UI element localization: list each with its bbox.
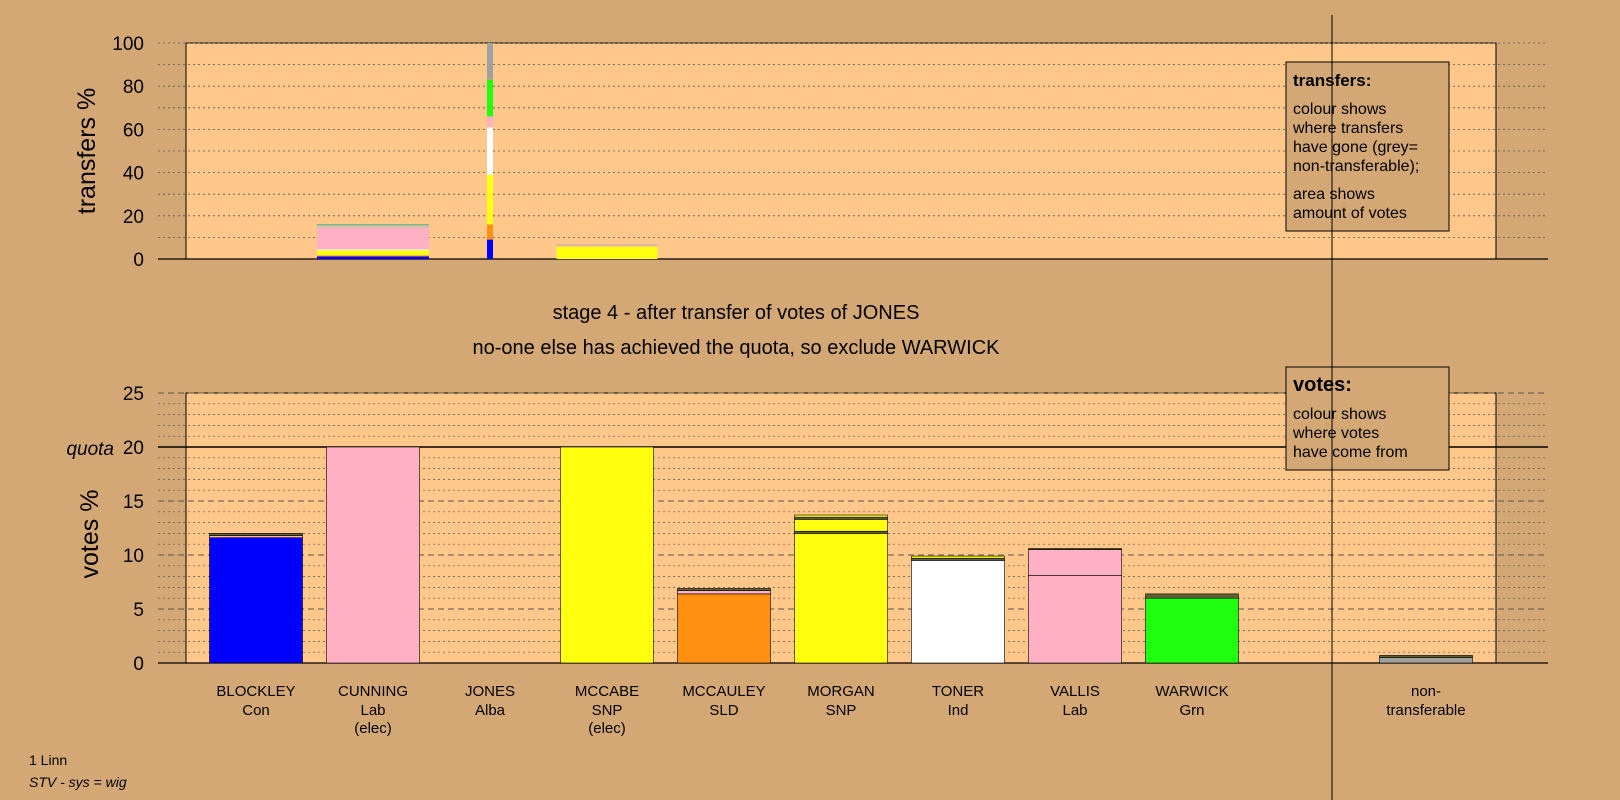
vote-segment — [1028, 549, 1122, 576]
transfers-legend-line: where transfers — [1292, 120, 1403, 137]
vote-segment — [1379, 655, 1473, 658]
candidate-party: SNP — [826, 702, 857, 719]
candidate-name: MCCAULEY — [682, 683, 765, 700]
vote-segment — [794, 533, 888, 664]
votes-legend-line: have come from — [1293, 444, 1408, 461]
vote-segment — [1028, 575, 1122, 664]
vote-segment — [209, 537, 303, 664]
vote-segment — [1145, 593, 1239, 599]
vote-segment — [794, 530, 888, 534]
vote-segment — [794, 519, 888, 532]
votes-legend-title: votes: — [1293, 374, 1352, 396]
quota-label: quota — [66, 439, 114, 460]
votes-legend-line: colour shows — [1293, 406, 1386, 423]
candidate-party: SLD — [709, 702, 738, 719]
vote-segment — [326, 446, 420, 664]
votes-tick-label: 10 — [123, 546, 144, 567]
candidate-name: non- — [1411, 683, 1441, 700]
votes-legend-box — [1285, 366, 1450, 471]
transfers-legend-line: area shows — [1293, 186, 1375, 203]
candidate-name: MCCABE — [575, 683, 639, 700]
candidate-name: BLOCKLEY — [216, 683, 295, 700]
transfers-legend-line: non-transferable); — [1293, 158, 1419, 175]
votes-tick-label: 25 — [123, 384, 144, 405]
vote-segment — [677, 593, 771, 664]
candidate-party: Grn — [1179, 702, 1204, 719]
vote-segment — [209, 533, 303, 536]
candidate-name: MORGAN — [807, 683, 875, 700]
transfer-segment — [556, 244, 658, 246]
candidate-status: (elec) — [588, 720, 626, 737]
transfers-legend-box — [1285, 61, 1450, 232]
transfer-segment — [487, 224, 493, 240]
vote-segment — [911, 560, 1005, 664]
transfer-segment — [317, 256, 429, 259]
vote-segment — [911, 555, 1005, 559]
vote-segment — [1379, 657, 1473, 664]
transfer-segment — [487, 127, 493, 175]
vote-segment — [1145, 597, 1239, 664]
transfer-segment — [556, 245, 658, 247]
candidate-party: Alba — [475, 702, 506, 719]
transfer-segment — [556, 246, 658, 259]
transfer-segment — [487, 79, 493, 117]
votes-tick-label: 0 — [133, 654, 144, 675]
candidate-name: JONES — [465, 683, 515, 700]
votes-tick-label: 15 — [123, 492, 144, 513]
candidate-party: SNP — [592, 702, 623, 719]
transfers-legend-line: have gone (grey= — [1293, 139, 1418, 156]
transfer-segment — [487, 174, 493, 225]
transfers-tick-label: 100 — [112, 34, 144, 55]
candidate-party: Lab — [360, 702, 385, 719]
votes-tick-label: 20 — [123, 438, 144, 459]
transfers-tick-label: 20 — [123, 207, 144, 228]
transfer-segment — [317, 249, 429, 251]
vote-segment — [1028, 548, 1122, 550]
vote-segment — [911, 557, 1005, 561]
transfers-tick-label: 40 — [123, 164, 144, 185]
vote-segment — [794, 516, 888, 520]
transfer-segment — [487, 239, 493, 259]
stage-subtitle: no-one else has achieved the quota, so e… — [473, 337, 1001, 359]
transfer-segment — [317, 224, 429, 226]
vote-segment — [209, 535, 303, 539]
candidate-name: VALLIS — [1050, 683, 1100, 700]
candidate-party: transferable — [1386, 702, 1465, 719]
candidate-party: Ind — [948, 702, 969, 719]
transfers-tick-label: 80 — [123, 77, 144, 98]
candidate-party: Lab — [1062, 702, 1087, 719]
transfer-segment — [317, 226, 429, 250]
transfer-segment — [317, 250, 429, 256]
transfers-legend-line: amount of votes — [1293, 205, 1407, 222]
transfer-segment — [317, 255, 429, 257]
transfers-axis-label: transfers % — [73, 88, 101, 214]
transfers-tick-label: 0 — [133, 250, 144, 271]
stage-title: stage 4 - after transfer of votes of JON… — [553, 302, 920, 324]
system-label: STV - sys = wig — [29, 774, 127, 790]
transfer-segment — [487, 43, 493, 80]
candidate-status: (elec) — [354, 720, 392, 737]
votes-legend-line: where votes — [1292, 425, 1379, 442]
candidate-name: WARWICK — [1155, 683, 1228, 700]
transfers-tick-label: 60 — [123, 120, 144, 141]
vote-segment — [677, 590, 771, 595]
votes-tick-label: 5 — [133, 600, 144, 621]
transfer-segment — [317, 225, 429, 227]
constituency-label: 1 Linn — [29, 752, 68, 768]
candidate-name: CUNNING — [338, 683, 408, 700]
candidate-name: TONER — [932, 683, 984, 700]
votes-axis-label: votes % — [76, 490, 104, 579]
vote-segment — [560, 446, 654, 664]
candidate-party: Con — [242, 702, 270, 719]
transfer-segment — [487, 116, 493, 128]
vote-segment — [677, 588, 771, 591]
vote-segment — [794, 514, 888, 518]
transfers-legend-line: colour shows — [1293, 101, 1386, 118]
